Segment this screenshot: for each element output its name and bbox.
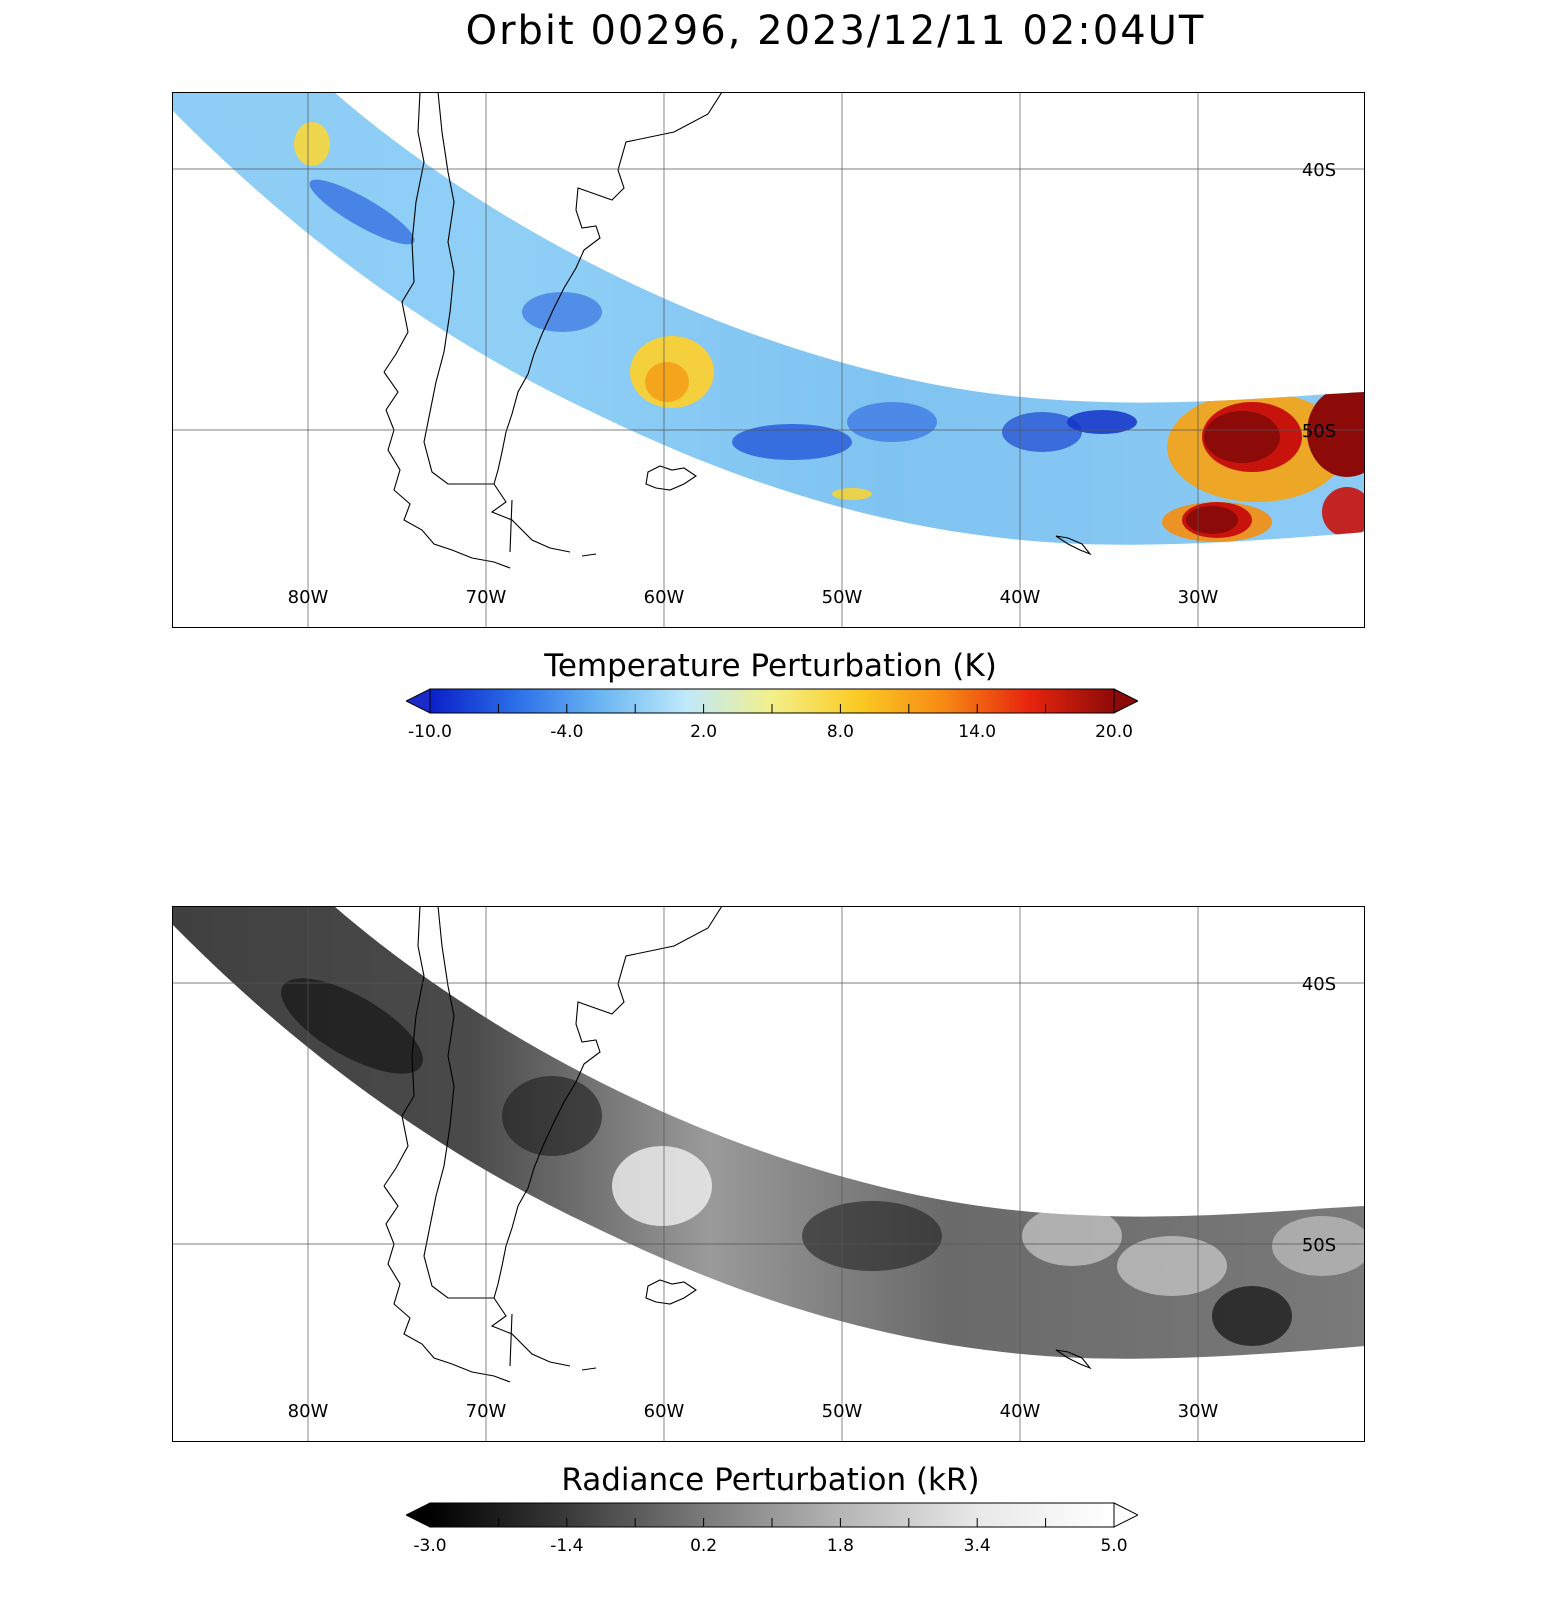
temperature-colorbar: -10.0 -4.0 2.0 8.0 14.0 20.0 bbox=[406, 688, 1138, 742]
radiance-map: 80W 70W 60W 50W 40W 30W 40S 50S bbox=[172, 906, 1365, 1442]
coastline-segment bbox=[581, 1367, 597, 1371]
colorbar-tick-label: 0.2 bbox=[690, 1536, 718, 1556]
figure-title: Orbit 00296, 2023/12/11 02:04UT bbox=[465, 8, 1206, 54]
coastline-segment bbox=[383, 371, 511, 569]
latitude-labels: 40S 50S bbox=[1302, 160, 1336, 442]
longitude-label: 60W bbox=[644, 1401, 685, 1422]
longitude-labels: 80W 70W 60W 50W 40W 30W bbox=[288, 587, 1219, 608]
longitude-label: 60W bbox=[644, 587, 685, 608]
longitude-label: 70W bbox=[466, 1401, 507, 1422]
coastline-segment bbox=[383, 1185, 511, 1383]
coastline bbox=[383, 906, 1092, 1383]
colorbar-over-arrow bbox=[1113, 688, 1138, 714]
temperature-map-panel: 80W 70W 60W 50W 40W 30W 40S 50S bbox=[172, 92, 1365, 628]
latitude-label: 40S bbox=[1302, 160, 1336, 181]
coastline-segment bbox=[423, 906, 571, 1367]
longitude-label: 50W bbox=[822, 587, 863, 608]
radiance-colorbar: -3.0 -1.4 0.2 1.8 3.4 5.0 bbox=[406, 1502, 1138, 1556]
longitude-label: 50W bbox=[822, 1401, 863, 1422]
longitude-label: 30W bbox=[1178, 1401, 1219, 1422]
colorbar-tick-label: 14.0 bbox=[958, 722, 997, 742]
longitude-label: 80W bbox=[288, 1401, 329, 1422]
graticule bbox=[172, 92, 1365, 628]
map-frame bbox=[172, 906, 1365, 1442]
colorbar-under-arrow bbox=[406, 688, 431, 714]
colorbar-tick-label: 1.8 bbox=[826, 1536, 854, 1556]
latitude-labels: 40S 50S bbox=[1302, 974, 1336, 1256]
coastline-segment bbox=[581, 553, 597, 557]
longitude-label: 40W bbox=[1000, 1401, 1041, 1422]
colorbar-tick-label: 5.0 bbox=[1100, 1536, 1128, 1556]
coastline-segment bbox=[645, 465, 697, 491]
radiance-map-panel: 80W 70W 60W 50W 40W 30W 40S 50S bbox=[172, 906, 1365, 1442]
colorbar-tick-label: -4.0 bbox=[550, 722, 584, 742]
colorbar-tick-label: 2.0 bbox=[690, 722, 718, 742]
temperature-colorbar-title: Temperature Perturbation (K) bbox=[544, 648, 997, 684]
latitude-label: 40S bbox=[1302, 974, 1336, 995]
latitude-label: 50S bbox=[1302, 1235, 1336, 1256]
coastline-segment bbox=[383, 906, 425, 1187]
longitude-label: 70W bbox=[466, 587, 507, 608]
longitude-label: 30W bbox=[1178, 587, 1219, 608]
colorbar-tick-label: 8.0 bbox=[826, 722, 854, 742]
graticule bbox=[172, 906, 1365, 1442]
radiance-colorbar-title: Radiance Perturbation (kR) bbox=[561, 1462, 980, 1498]
coastline-segment bbox=[1055, 1349, 1092, 1370]
map-frame bbox=[172, 92, 1365, 628]
coastline-segment bbox=[493, 92, 723, 485]
coastline bbox=[383, 92, 1092, 569]
colorbar-tick-label: 3.4 bbox=[963, 1536, 991, 1556]
colorbar-tick-label: -1.4 bbox=[550, 1536, 584, 1556]
radiance-structures bbox=[281, 978, 1365, 1346]
temperature-map: 80W 70W 60W 50W 40W 30W 40S 50S bbox=[172, 92, 1365, 628]
coastline-segment bbox=[493, 906, 723, 1299]
colorbar-under-arrow bbox=[406, 1502, 431, 1528]
coastline-segment bbox=[1055, 535, 1092, 556]
colorbar-tick-label: 20.0 bbox=[1095, 722, 1133, 742]
colorbar-tick-label: -3.0 bbox=[413, 1536, 447, 1556]
coastline-segment bbox=[383, 92, 425, 373]
coastline-segment bbox=[509, 1313, 513, 1367]
coastline-segment bbox=[645, 1279, 697, 1305]
latitude-label: 50S bbox=[1302, 421, 1336, 442]
coastline-segment bbox=[423, 92, 571, 553]
temperature-anomalies bbox=[294, 122, 1365, 542]
colorbar-tick-label: -10.0 bbox=[408, 722, 452, 742]
colorbar-over-arrow bbox=[1113, 1502, 1138, 1528]
longitude-labels: 80W 70W 60W 50W 40W 30W bbox=[288, 1401, 1219, 1422]
coastline-segment bbox=[509, 499, 513, 553]
longitude-label: 80W bbox=[288, 587, 329, 608]
longitude-label: 40W bbox=[1000, 587, 1041, 608]
